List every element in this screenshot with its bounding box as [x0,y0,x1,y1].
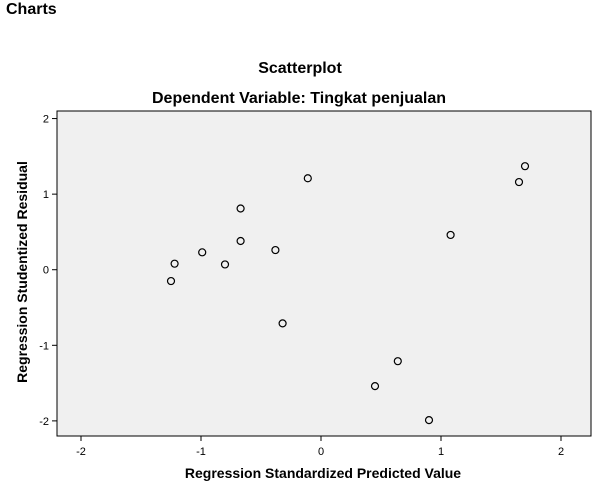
y-tick-label: 2 [43,114,49,126]
data-point [303,174,312,183]
y-tick-label: -1 [39,340,49,352]
data-point [220,260,230,269]
data-point [271,245,280,255]
plot-area [56,110,592,437]
data-point [170,259,179,268]
data-point [446,230,455,240]
data-point [166,276,176,286]
x-axis-label: Regression Standardized Predicted Value [185,465,461,481]
x-tick-label: 1 [438,446,444,458]
data-point [370,382,380,391]
section-heading: Charts [6,1,57,18]
x-tick-label: -2 [76,446,86,458]
chart-title: Scatterplot [258,60,342,77]
y-axis-label: Regression Studentized Residual [14,161,30,383]
y-tick-label: 0 [43,265,49,277]
data-point [424,416,434,425]
y-axis-ticks: -2 -1 0 1 2 [39,114,57,428]
data-points [166,162,530,425]
y-tick-label: -2 [39,416,49,428]
data-point [514,177,524,187]
y-tick-label: 1 [43,189,49,201]
x-tick-label: -1 [196,446,206,458]
data-point [393,357,402,366]
x-tick-label: 2 [558,446,564,458]
data-point [520,162,530,171]
data-point [236,204,245,213]
chart-subtitle: Dependent Variable: Tingkat penjualan [152,90,446,107]
x-axis-ticks: -2 -1 0 1 2 [76,436,564,458]
data-point [198,248,207,257]
x-tick-label: 0 [318,446,324,458]
data-point [278,319,287,328]
data-point [236,236,245,246]
